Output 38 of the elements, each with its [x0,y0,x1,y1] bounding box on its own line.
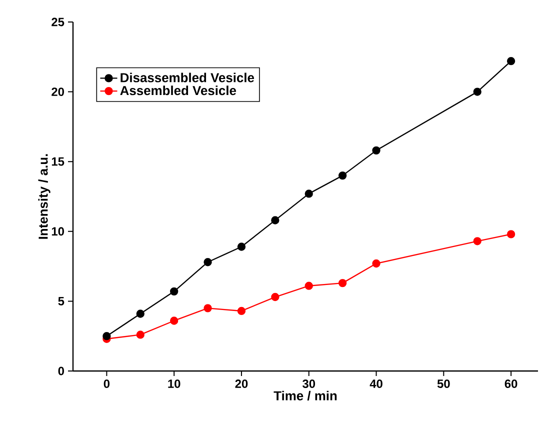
x-tick-label: 20 [235,380,248,388]
point [102,332,111,340]
point [237,306,246,316]
x-tick-label: 40 [370,380,382,388]
legend-label: Disassembled Vesicle [120,72,254,82]
x-axis-title: Time / min [274,390,337,400]
x-tick-label: 0 [104,380,110,388]
y-tick-label: 10 [52,227,64,236]
point [204,304,212,312]
point [271,292,280,302]
point [506,57,516,66]
point [304,190,313,198]
y-tick-label: 15 [52,157,64,166]
x-tick-label: 10 [168,380,180,388]
point [237,242,246,251]
point [372,259,380,268]
point [271,216,280,224]
legend-label: Assembled Vesicle [120,86,236,96]
y-axis-title: Intensity / a.u. [38,154,50,239]
point [304,282,313,290]
point [204,258,212,266]
point [170,287,178,296]
y-tick-label: 0 [58,366,64,376]
point [136,330,144,339]
point [170,316,178,325]
point [338,171,347,180]
point [473,88,482,96]
point [338,278,347,288]
point [473,237,482,246]
point [506,230,516,238]
y-tick-label: 5 [58,297,64,306]
y-tick-label: 20 [52,88,64,96]
x-tick-label: 30 [302,380,316,388]
point [136,310,144,318]
point [372,146,380,155]
y-tick-label: 25 [52,18,64,26]
x-tick-label: 50 [437,380,450,388]
x-tick-label: 60 [504,380,518,388]
